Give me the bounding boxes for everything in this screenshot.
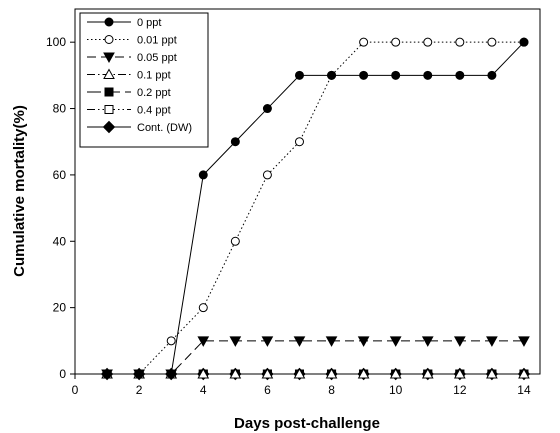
data-point — [519, 37, 529, 47]
y-tick-label: 80 — [53, 102, 67, 116]
data-point — [357, 367, 370, 379]
series-line — [107, 340, 524, 375]
legend-box — [79, 12, 209, 148]
legend-label: 0.01 ppt — [137, 35, 177, 47]
y-tick-label: 60 — [53, 168, 67, 182]
data-point — [229, 367, 242, 379]
data-point — [518, 336, 530, 347]
data-point — [166, 336, 176, 346]
data-point — [198, 170, 208, 180]
legend-marker — [104, 17, 114, 27]
axis-ticks: 0 2 4 6 8 10 12 14 0 20 40 60 80 100 — [46, 35, 531, 397]
y-tick-label: 0 — [59, 367, 66, 381]
data-point — [389, 367, 402, 379]
data-point — [134, 369, 144, 379]
y-axis-title: Cumulative mortality(%) — [11, 105, 28, 277]
data-point — [455, 70, 465, 80]
data-point — [230, 236, 240, 246]
data-point — [262, 170, 272, 180]
legend-label: 0.2 ppt — [137, 87, 171, 99]
legend-label: 0 ppt — [137, 17, 161, 29]
data-point — [166, 369, 176, 379]
x-tick-label: 14 — [517, 383, 531, 397]
x-tick-label: 6 — [264, 383, 271, 397]
data-point — [325, 336, 338, 347]
data-point — [229, 336, 242, 347]
x-tick-label: 4 — [200, 383, 207, 397]
data-point — [262, 104, 272, 114]
data-point — [421, 367, 434, 379]
data-point — [391, 70, 401, 80]
legend-label: 0.4 ppt — [137, 105, 171, 117]
data-point — [294, 70, 304, 80]
data-point — [486, 367, 498, 379]
x-tick-label: 12 — [453, 383, 467, 397]
data-point — [294, 137, 304, 147]
x-tick-label: 8 — [328, 383, 335, 397]
legend-marker — [104, 35, 114, 44]
y-tick-label: 20 — [53, 301, 67, 315]
legend-marker — [104, 87, 114, 97]
data-point — [293, 367, 306, 379]
series-markers — [100, 37, 531, 381]
data-point — [423, 70, 433, 80]
legend-label: Cont. (DW) — [137, 122, 192, 134]
data-point — [421, 336, 434, 347]
data-point — [197, 336, 210, 347]
data-point — [423, 37, 433, 47]
legend: 0 ppt 0.01 ppt 0.05 ppt 0.1 ppt 0.2 ppt 0.4 p… — [79, 12, 209, 148]
data-point — [357, 336, 370, 347]
y-tick-label: 40 — [53, 234, 67, 248]
data-point — [230, 137, 240, 147]
data-point — [487, 70, 497, 80]
data-point — [261, 336, 274, 347]
x-axis-title: Days post-challenge — [234, 415, 380, 432]
data-point — [359, 37, 369, 47]
data-point — [486, 336, 498, 347]
data-point — [327, 70, 337, 80]
data-point — [487, 37, 497, 47]
data-point — [261, 367, 274, 379]
data-point — [453, 367, 466, 379]
series-line — [107, 41, 525, 375]
legend-marker — [102, 120, 116, 134]
data-point — [389, 336, 402, 347]
legend-marker — [103, 68, 115, 79]
data-point — [293, 336, 306, 347]
legend-label: 0.05 ppt — [137, 52, 177, 64]
legend-marker — [104, 105, 114, 114]
data-point — [325, 367, 338, 379]
data-point — [102, 369, 112, 379]
data-point — [198, 303, 208, 313]
data-point — [455, 37, 465, 47]
data-point — [453, 336, 466, 347]
data-point — [391, 37, 401, 47]
x-tick-label: 10 — [389, 383, 403, 397]
x-tick-label: 0 — [72, 383, 79, 397]
x-tick-label: 2 — [136, 383, 143, 397]
data-point — [359, 70, 369, 80]
legend-marker — [103, 52, 115, 64]
legend-label: 0.1 ppt — [137, 70, 171, 82]
data-point — [518, 367, 530, 379]
y-tick-label: 100 — [46, 35, 66, 49]
series-line — [107, 41, 524, 375]
data-point — [197, 367, 210, 379]
